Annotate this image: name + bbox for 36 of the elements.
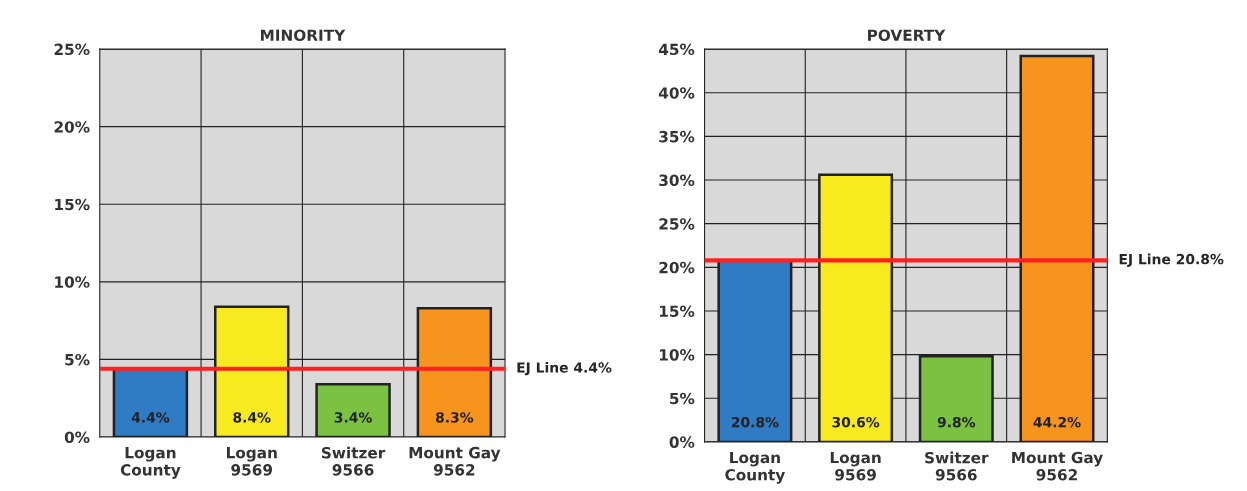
y-tick-label: 25% bbox=[54, 43, 90, 56]
chart-title: MINORITY bbox=[261, 29, 346, 41]
x-tick-label: Mount Gay 9562 bbox=[1012, 451, 1103, 481]
data-label: 3.4% bbox=[334, 412, 372, 423]
data-label: 4.4% bbox=[131, 412, 170, 423]
x-tick-label: Logan 9569 bbox=[830, 451, 881, 481]
ref-line-label: EJ Line 4.4% bbox=[517, 362, 612, 376]
x-tick-label: Logan County bbox=[725, 451, 785, 484]
x-tick-label: Mount Gay 9562 bbox=[409, 446, 501, 476]
y-tick-label: 30% bbox=[659, 174, 695, 187]
y-tick-label: 20% bbox=[54, 121, 90, 133]
y-tick-label: 45% bbox=[658, 43, 695, 56]
y-tick-label: 0% bbox=[64, 431, 90, 444]
x-tick-label: Logan 9569 bbox=[226, 447, 277, 476]
chart-title: POVERTY bbox=[868, 29, 946, 41]
y-tick-label: 25% bbox=[659, 218, 695, 230]
x-tick-label: Logan County bbox=[120, 447, 181, 479]
data-label: 9.8% bbox=[937, 416, 976, 428]
x-tick-label: Switzer 9566 bbox=[925, 451, 989, 481]
y-tick-label: 20% bbox=[659, 261, 695, 274]
y-tick-label: 5% bbox=[65, 353, 90, 366]
y-tick-label: 15% bbox=[55, 198, 90, 211]
data-label: 8.4% bbox=[233, 412, 271, 423]
data-label: 8.3% bbox=[435, 412, 474, 423]
y-tick-label: 35% bbox=[659, 130, 695, 143]
data-label: 20.8% bbox=[731, 416, 779, 428]
x-tick-label: Switzer 9566 bbox=[321, 446, 386, 476]
y-tick-label: 10% bbox=[659, 349, 695, 361]
y-tick-label: 10% bbox=[55, 276, 90, 288]
y-tick-label: 15% bbox=[659, 305, 695, 317]
y-tick-label: 5% bbox=[670, 392, 695, 405]
y-tick-label: 0% bbox=[669, 436, 695, 448]
ref-line-label: EJ Line 20.8% bbox=[1119, 253, 1224, 267]
data-label: 30.6% bbox=[832, 416, 880, 428]
data-label: 44.2% bbox=[1033, 416, 1081, 428]
y-tick-label: 40% bbox=[658, 87, 695, 99]
